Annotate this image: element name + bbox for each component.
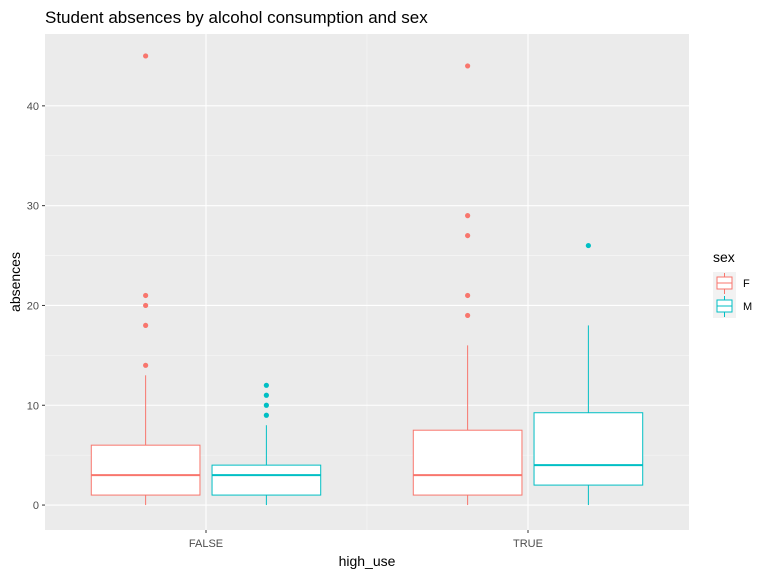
outlier-point bbox=[143, 322, 149, 329]
outlier-point bbox=[263, 392, 269, 398]
legend-key-F bbox=[713, 272, 736, 295]
box-M-FALSE bbox=[211, 382, 322, 506]
y-axis-title: absences bbox=[7, 252, 23, 312]
y-tick-label: 10 bbox=[27, 400, 39, 412]
legend-title: sex bbox=[713, 249, 735, 265]
grid-lines bbox=[45, 34, 689, 530]
outlier-point bbox=[143, 53, 149, 59]
iqr-box bbox=[211, 464, 322, 496]
box-F-FALSE bbox=[90, 53, 201, 506]
y-tick-label: 40 bbox=[27, 101, 39, 113]
iqr-box bbox=[533, 412, 644, 486]
outlier-point bbox=[465, 232, 471, 239]
y-tick-label: 30 bbox=[27, 201, 39, 213]
legend-label-M: M bbox=[743, 301, 752, 313]
x-axis-ticks: FALSE TRUE bbox=[189, 530, 543, 550]
outlier-point bbox=[465, 63, 471, 69]
outlier-point bbox=[263, 382, 269, 388]
x-tick-label: TRUE bbox=[513, 538, 543, 550]
outlier-point bbox=[465, 213, 471, 219]
legend-key-M bbox=[713, 295, 736, 318]
box-marks bbox=[90, 53, 644, 506]
x-axis-title: high_use bbox=[339, 553, 396, 569]
box-M-TRUE bbox=[533, 242, 644, 506]
outlier-point bbox=[143, 362, 149, 368]
chart-title: Student absences by alcohol consumption … bbox=[45, 8, 428, 27]
x-tick-label: FALSE bbox=[189, 538, 223, 550]
iqr-box bbox=[90, 444, 201, 496]
legend-label-F: F bbox=[743, 278, 750, 290]
outlier-point bbox=[585, 242, 591, 249]
y-axis-ticks: 0 10 20 30 40 bbox=[27, 101, 45, 512]
y-tick-label: 0 bbox=[33, 500, 39, 512]
iqr-box bbox=[412, 429, 523, 496]
y-tick-label: 20 bbox=[27, 300, 39, 312]
outlier-point bbox=[263, 402, 269, 408]
box-F-TRUE bbox=[412, 63, 523, 506]
outlier-point bbox=[465, 312, 471, 319]
outlier-point bbox=[143, 302, 149, 309]
outlier-point bbox=[465, 292, 471, 299]
outlier-point bbox=[143, 292, 149, 299]
legend: sex FM bbox=[713, 249, 752, 318]
outlier-point bbox=[263, 412, 269, 418]
